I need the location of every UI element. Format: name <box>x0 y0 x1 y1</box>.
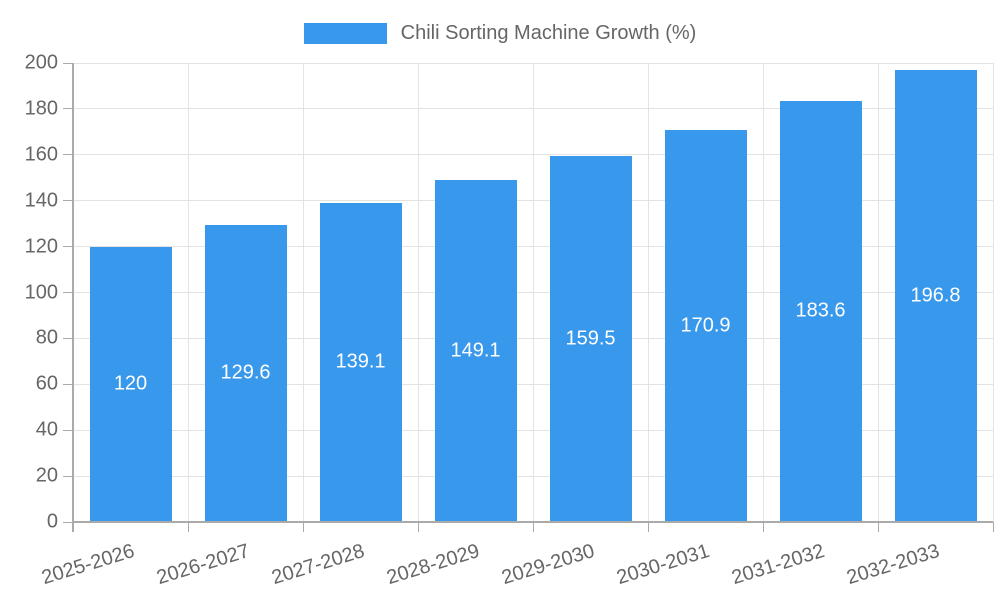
bar[interactable] <box>664 129 747 521</box>
y-axis-tick-label: 60 <box>35 372 58 395</box>
y-axis-tick <box>63 521 73 523</box>
x-gridline <box>302 63 304 522</box>
bar-value-label: 159.5 <box>565 327 616 350</box>
x-axis-tick <box>187 522 189 532</box>
y-axis-tick <box>63 200 73 202</box>
bar-value-label: 183.6 <box>795 299 846 322</box>
y-axis-tick-label: 160 <box>24 143 58 166</box>
legend[interactable]: Chili Sorting Machine Growth (%) <box>0 20 1000 46</box>
x-gridline <box>647 63 649 522</box>
x-axis-tick-label: 2029-2030 <box>499 540 597 590</box>
bar-value-label: 149.1 <box>450 339 501 362</box>
y-axis-tick-label: 40 <box>35 418 58 441</box>
y-axis-tick-label: 20 <box>35 464 58 487</box>
x-gridline <box>762 63 764 522</box>
x-axis-tick <box>302 522 304 532</box>
legend-label: Chili Sorting Machine Growth (%) <box>400 21 697 44</box>
bar[interactable] <box>204 224 287 521</box>
bar-value-label: 170.9 <box>680 314 731 337</box>
x-axis-tick-label: 2025-2026 <box>39 540 137 590</box>
x-axis-tick-label: 2032-2033 <box>844 540 942 590</box>
bar[interactable] <box>89 246 172 521</box>
y-axis-tick <box>63 475 73 477</box>
x-axis-tick-label: 2030-2031 <box>614 540 712 590</box>
bar[interactable] <box>319 202 402 521</box>
y-axis-tick-label: 180 <box>24 97 58 120</box>
y-axis-line <box>72 63 74 532</box>
y-axis-tick-label: 200 <box>24 51 58 74</box>
y-axis-tick <box>63 154 73 156</box>
y-axis-tick <box>63 383 73 385</box>
x-axis-tick <box>532 522 534 532</box>
x-gridline <box>532 63 534 522</box>
bar[interactable] <box>894 70 977 521</box>
y-axis-tick <box>63 108 73 110</box>
x-gridline <box>417 63 419 522</box>
x-gridline <box>187 63 189 522</box>
y-axis-tick-label: 0 <box>46 510 58 533</box>
x-axis-tick <box>417 522 419 532</box>
legend-swatch-icon <box>303 22 387 44</box>
y-axis-tick-label: 140 <box>24 189 58 212</box>
x-axis-tick-label: 2031-2032 <box>729 540 827 590</box>
y-axis-tick <box>63 62 73 64</box>
y-axis-tick <box>63 246 73 248</box>
bar-value-label: 196.8 <box>910 284 961 307</box>
bar-value-label: 129.6 <box>220 361 271 384</box>
x-axis-tick-label: 2028-2029 <box>384 540 482 590</box>
x-axis-tick-label: 2026-2027 <box>154 540 252 590</box>
bar-value-label: 139.1 <box>335 350 386 373</box>
x-axis-tick-label: 2027-2028 <box>269 540 367 590</box>
bar[interactable] <box>434 179 517 521</box>
x-axis-tick <box>992 522 994 532</box>
bar[interactable] <box>779 100 862 521</box>
x-gridline <box>877 63 879 522</box>
bar[interactable] <box>549 155 632 521</box>
x-axis-tick <box>762 522 764 532</box>
x-axis-tick <box>877 522 879 532</box>
y-axis-tick <box>63 337 73 339</box>
y-axis-tick-label: 100 <box>24 281 58 303</box>
x-axis-tick <box>647 522 649 532</box>
y-axis-tick <box>63 429 73 431</box>
x-gridline <box>992 63 994 522</box>
bar-value-label: 120 <box>113 372 148 395</box>
y-axis-tick <box>63 292 73 293</box>
x-axis-line <box>73 521 993 523</box>
y-axis-tick-label: 80 <box>35 326 58 349</box>
y-axis-tick-label: 120 <box>24 235 58 258</box>
